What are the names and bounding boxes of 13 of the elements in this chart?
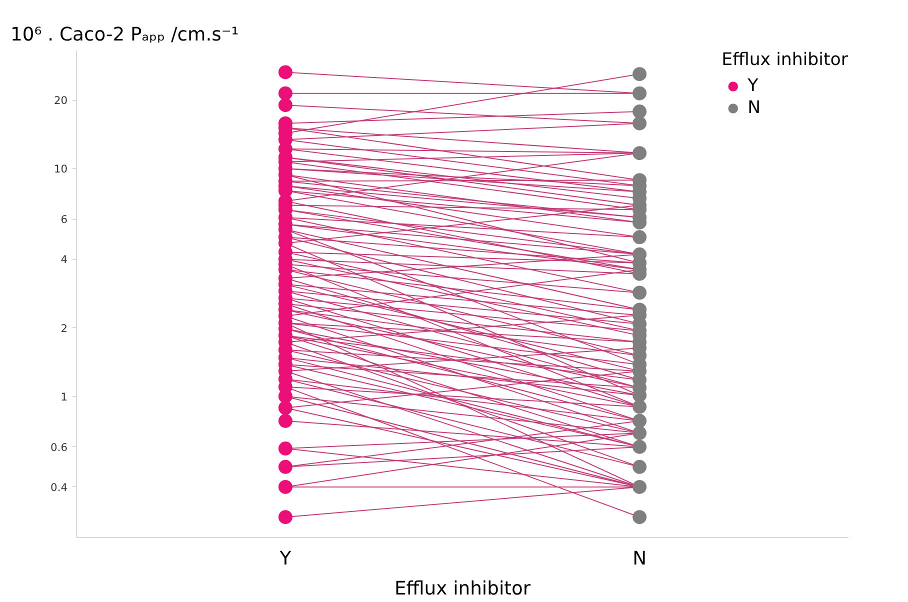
y-tick-label: 0.6 xyxy=(50,440,68,454)
legend-title: Efflux inhibitor xyxy=(394,578,531,600)
y-tick-label: 20 xyxy=(54,94,68,108)
legend-label: N xyxy=(748,98,762,118)
x-axis-title: Efflux inhibitor xyxy=(722,50,848,70)
y-tick-label: 6 xyxy=(60,213,68,226)
y-tick-label: 10 xyxy=(54,162,68,176)
y-tick-label: 1 xyxy=(60,390,68,404)
y-tick-label: 0.4 xyxy=(50,480,68,494)
y-tick-label: 4 xyxy=(60,253,68,266)
y-axis-title: 10⁶ . Caco-2 Pₐₚₚ /cm.s⁻¹ xyxy=(10,24,239,46)
y-tick-label: 2 xyxy=(60,322,68,335)
legend-label: Y xyxy=(748,76,760,96)
